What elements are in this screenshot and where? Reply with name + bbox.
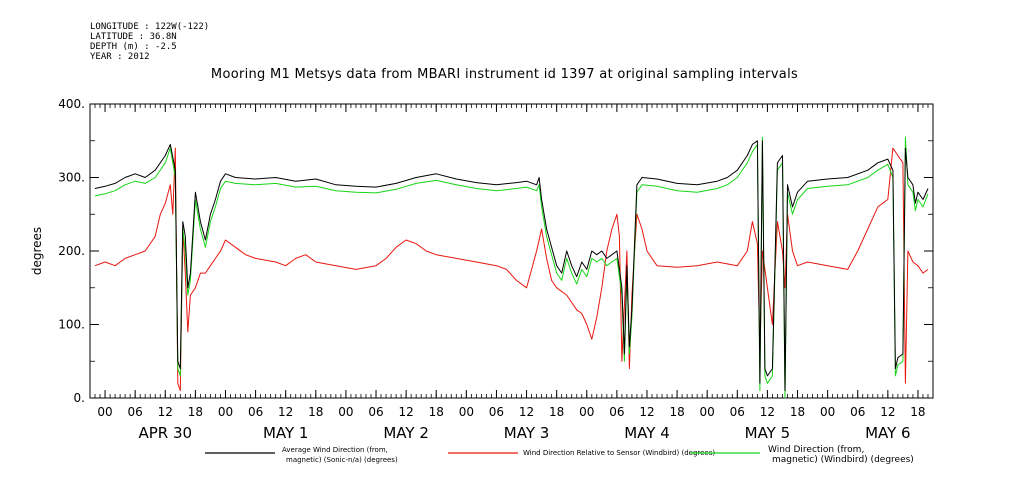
metadata-block: LONGITUDE : 122W(-122) LATITUDE : 36.8N DE… (90, 22, 209, 62)
y-tick-label: 0. (74, 391, 85, 405)
series-line-windbird-direction (94, 136, 929, 399)
x-tick-label: 06 (489, 405, 504, 419)
day-label: MAY 6 (865, 424, 911, 442)
series-line-relative-direction (94, 147, 929, 392)
x-tick-label: 12 (278, 405, 293, 419)
day-label: MAY 4 (624, 424, 670, 442)
day-label: MAY 5 (745, 424, 791, 442)
x-tick-label: 18 (669, 405, 684, 419)
x-tick-label: 12 (519, 405, 534, 419)
x-tick-label: 06 (609, 405, 624, 419)
legend-label: Wind Direction Relative to Sensor (Windb… (523, 449, 715, 457)
y-tick-label: 400. (58, 97, 85, 111)
x-tick-label: 06 (730, 405, 745, 419)
x-tick-label: 12 (639, 405, 654, 419)
x-tick-label: 00 (338, 405, 353, 419)
x-tick-label: 18 (308, 405, 323, 419)
x-tick-label: 18 (910, 405, 925, 419)
longitude-text: LONGITUDE : 122W(-122) (90, 22, 210, 32)
y-tick-label: 100. (58, 318, 85, 332)
legend-label: Wind Direction (from, (768, 445, 864, 455)
x-tick-label: 00 (700, 405, 715, 419)
x-tick-label: 12 (760, 405, 775, 419)
y-tick-label: 300. (58, 171, 85, 185)
x-tick-label: 12 (158, 405, 173, 419)
x-tick-label: 00 (97, 405, 112, 419)
x-tick-label: 06 (850, 405, 865, 419)
day-label: MAY 2 (383, 424, 429, 442)
y-tick-label: 200. (58, 244, 85, 258)
y-axis-label: degrees (30, 227, 44, 275)
depth-text: DEPTH (m) : -2.5 (90, 42, 177, 52)
x-tick-label: 00 (218, 405, 233, 419)
x-tick-label: 06 (368, 405, 383, 419)
x-tick-label: 12 (880, 405, 895, 419)
x-tick-label: 12 (398, 405, 413, 419)
x-tick-label: 00 (459, 405, 474, 419)
legend-label: Average Wind Direction (from, (282, 446, 388, 454)
x-tick-label: 00 (579, 405, 594, 419)
x-tick-label: 18 (549, 405, 564, 419)
latitude-text: LATITUDE : 36.8N (90, 32, 177, 42)
series-line-sonic-direction (94, 140, 929, 392)
plot-frame (89, 103, 934, 399)
day-label: MAY 1 (263, 424, 309, 442)
year-text: YEAR : 2012 (90, 52, 150, 62)
x-tick-label: 06 (128, 405, 143, 419)
legend-label: magnetic) (Windbird) (degrees) (772, 455, 914, 465)
legend-label: magnetic) (Sonic-n/a) (degrees) (286, 456, 398, 464)
day-label: MAY 3 (504, 424, 550, 442)
day-label: APR 30 (138, 424, 192, 442)
x-tick-label: 18 (188, 405, 203, 419)
x-tick-label: 18 (790, 405, 805, 419)
x-tick-label: 18 (429, 405, 444, 419)
x-tick-label: 00 (820, 405, 835, 419)
x-tick-label: 06 (248, 405, 263, 419)
chart-title: Mooring M1 Metsys data from MBARI instru… (210, 67, 799, 82)
